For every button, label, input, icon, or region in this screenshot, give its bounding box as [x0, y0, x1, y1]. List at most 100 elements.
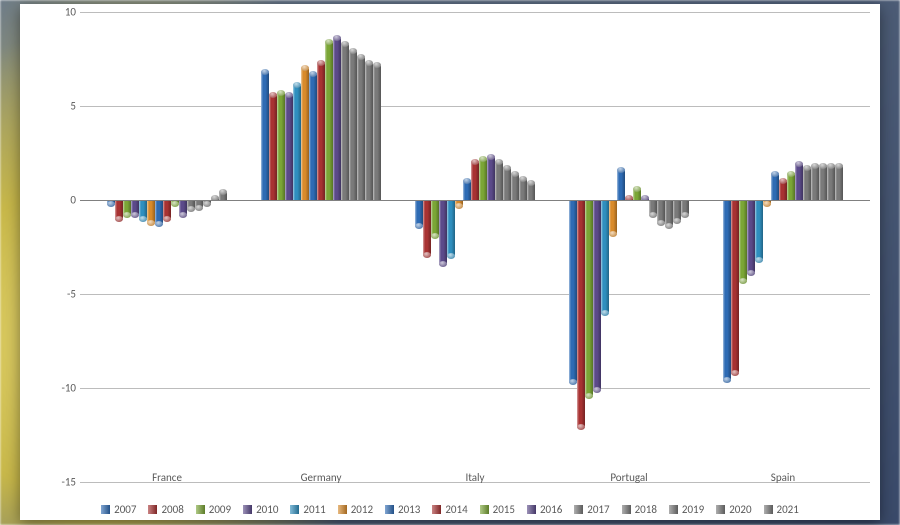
legend-item: 2007	[101, 503, 136, 516]
bar-cap	[171, 201, 179, 207]
legend-item: 2018	[622, 503, 657, 516]
legend-label: 2008	[161, 503, 183, 516]
bar	[341, 44, 349, 200]
bar-cap	[681, 212, 689, 218]
y-tick-label: 0	[52, 194, 76, 207]
legend-swatch	[622, 505, 631, 514]
bar-cap	[455, 203, 463, 209]
chart-panel: -15-10-50510FranceGermanyItalyPortugalSp…	[20, 4, 880, 520]
bar-cap	[179, 212, 187, 218]
bar	[723, 200, 731, 380]
bar-cap	[479, 156, 487, 162]
bar-cap	[601, 310, 609, 316]
y-tick-label: -10	[52, 382, 76, 395]
legend-swatch	[764, 505, 773, 514]
bar-cap	[609, 231, 617, 237]
legend-item: 2010	[243, 503, 278, 516]
bar	[373, 65, 381, 200]
bar	[609, 200, 617, 234]
legend-label: 2011	[303, 503, 325, 516]
bar	[325, 42, 333, 200]
legend-label: 2021	[777, 503, 799, 516]
bar	[503, 168, 511, 200]
bar	[657, 200, 665, 223]
bar	[665, 200, 673, 226]
bar	[569, 200, 577, 382]
legend-swatch	[196, 505, 205, 514]
bar	[649, 200, 657, 215]
bar-cap	[731, 370, 739, 376]
bar-cap	[415, 223, 423, 229]
bar	[293, 85, 301, 200]
bar-cap	[487, 154, 495, 160]
bar-cap	[195, 205, 203, 211]
legend-label: 2012	[351, 503, 373, 516]
bar-cap	[657, 220, 665, 226]
legend-swatch	[527, 505, 536, 514]
bar	[269, 95, 277, 200]
bar	[219, 192, 227, 200]
bar-cap	[649, 212, 657, 218]
bar-cap	[577, 424, 585, 430]
bar	[527, 183, 535, 200]
bar-cap	[115, 216, 123, 222]
bar-cap	[373, 62, 381, 68]
bar	[673, 200, 681, 221]
bar-cap	[203, 201, 211, 207]
legend-item: 2015	[480, 503, 515, 516]
bar	[601, 200, 609, 313]
bar	[365, 63, 373, 200]
legend-label: 2015	[493, 503, 515, 516]
legend-item: 2013	[385, 503, 420, 516]
bar-cap	[747, 270, 755, 276]
x-category-label: France	[152, 471, 182, 484]
bar	[747, 200, 755, 273]
y-tick-label: 5	[52, 100, 76, 113]
bar	[415, 200, 423, 226]
legend-label: 2014	[445, 503, 467, 516]
legend-item: 2012	[338, 503, 373, 516]
bar	[585, 200, 593, 396]
bar	[835, 166, 843, 200]
bar-cap	[147, 220, 155, 226]
legend-swatch	[480, 505, 489, 514]
legend-swatch	[669, 505, 678, 514]
bar	[333, 38, 341, 200]
bar-cap	[309, 71, 317, 77]
legend-swatch	[385, 505, 394, 514]
bar-cap	[569, 379, 577, 385]
bar	[827, 166, 835, 200]
bar-cap	[755, 257, 763, 263]
plot-area: -15-10-50510FranceGermanyItalyPortugalSp…	[80, 12, 870, 482]
bar-cap	[585, 393, 593, 399]
bar	[179, 200, 187, 215]
bar-cap	[439, 261, 447, 267]
legend-item: 2011	[290, 503, 325, 516]
legend-item: 2014	[432, 503, 467, 516]
bar	[471, 162, 479, 200]
legend-swatch	[290, 505, 299, 514]
bar-cap	[763, 201, 771, 207]
bar-cap	[269, 92, 277, 98]
legend: 2007200820092010201120122013201420152016…	[20, 503, 880, 516]
bar-cap	[107, 201, 115, 207]
gridline	[80, 12, 870, 13]
bar	[779, 181, 787, 200]
bar-cap	[447, 253, 455, 259]
legend-item: 2008	[148, 503, 183, 516]
bar	[819, 166, 827, 200]
zero-line	[80, 200, 870, 201]
bar	[487, 157, 495, 200]
legend-item: 2020	[716, 503, 751, 516]
bar	[301, 68, 309, 200]
legend-swatch	[432, 505, 441, 514]
bar-cap	[673, 218, 681, 224]
bar	[115, 200, 123, 219]
bar	[357, 57, 365, 200]
bar-cap	[277, 90, 285, 96]
bar	[577, 200, 585, 427]
bar	[463, 181, 471, 200]
bar-cap	[723, 377, 731, 383]
bar-cap	[803, 165, 811, 171]
bar-cap	[633, 186, 641, 192]
